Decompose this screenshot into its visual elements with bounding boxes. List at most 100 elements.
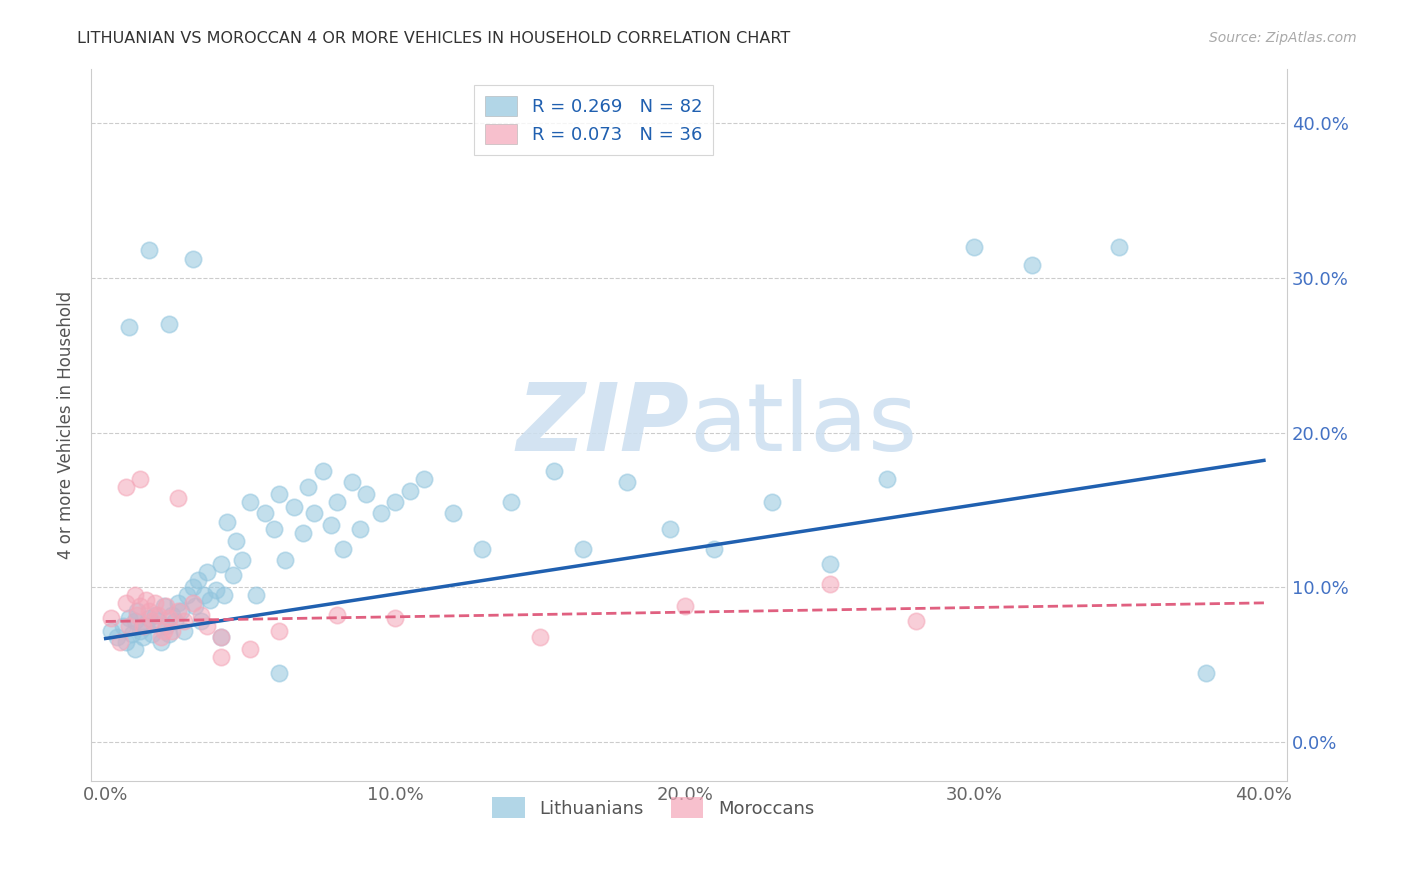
Point <box>108 634 131 648</box>
Point <box>195 619 218 633</box>
Point <box>100 611 122 625</box>
Legend: Lithuanians, Moroccans: Lithuanians, Moroccans <box>485 790 821 825</box>
Point <box>157 317 180 331</box>
Point <box>157 627 180 641</box>
Point <box>165 615 187 629</box>
Point <box>173 615 195 629</box>
Point <box>253 506 276 520</box>
Point <box>193 588 215 602</box>
Point <box>195 565 218 579</box>
Point <box>135 619 157 633</box>
Point <box>441 506 464 520</box>
Point <box>124 642 146 657</box>
Point <box>190 608 212 623</box>
Point <box>167 604 190 618</box>
Point <box>138 611 160 625</box>
Point <box>129 624 152 638</box>
Point <box>269 624 291 638</box>
Point <box>1021 258 1043 272</box>
Point <box>157 611 180 625</box>
Point <box>326 495 349 509</box>
Point <box>190 615 212 629</box>
Point <box>170 604 193 618</box>
Point <box>149 634 172 648</box>
Point <box>138 604 160 618</box>
Point <box>703 541 725 556</box>
Point <box>245 588 267 602</box>
Point <box>118 619 141 633</box>
Point <box>176 588 198 602</box>
Point <box>143 608 166 623</box>
Point <box>818 577 841 591</box>
Point <box>127 608 149 623</box>
Point <box>214 588 236 602</box>
Point <box>384 495 406 509</box>
Point <box>155 599 177 613</box>
Point <box>340 475 363 489</box>
Point <box>184 599 207 613</box>
Point <box>332 541 354 556</box>
Point <box>616 475 638 489</box>
Point <box>761 495 783 509</box>
Point <box>876 472 898 486</box>
Point <box>211 630 233 644</box>
Point <box>160 608 183 623</box>
Point <box>321 518 343 533</box>
Point <box>115 480 138 494</box>
Point <box>1108 240 1130 254</box>
Point <box>155 619 177 633</box>
Point <box>143 596 166 610</box>
Point <box>283 500 305 514</box>
Point <box>312 464 335 478</box>
Point <box>105 630 128 644</box>
Point <box>572 541 595 556</box>
Point <box>100 624 122 638</box>
Point <box>121 627 143 641</box>
Text: ZIP: ZIP <box>516 379 689 471</box>
Point <box>152 624 174 638</box>
Point <box>211 630 233 644</box>
Point <box>141 615 163 629</box>
Point <box>115 634 138 648</box>
Point <box>222 568 245 582</box>
Point <box>111 619 134 633</box>
Point <box>181 596 204 610</box>
Point <box>499 495 522 509</box>
Point <box>129 599 152 613</box>
Point <box>269 487 291 501</box>
Point <box>173 624 195 638</box>
Point <box>818 557 841 571</box>
Point <box>204 583 226 598</box>
Point <box>160 624 183 638</box>
Point <box>398 484 420 499</box>
Point <box>124 615 146 629</box>
Point <box>124 588 146 602</box>
Point <box>217 516 239 530</box>
Point <box>302 506 325 520</box>
Point <box>263 522 285 536</box>
Point <box>291 526 314 541</box>
Point <box>181 252 204 266</box>
Point <box>118 320 141 334</box>
Point <box>384 611 406 625</box>
Point <box>167 596 190 610</box>
Point <box>118 611 141 625</box>
Point <box>231 552 253 566</box>
Point <box>1195 665 1218 680</box>
Point <box>905 615 928 629</box>
Point <box>659 522 682 536</box>
Point <box>225 533 247 548</box>
Point <box>413 472 436 486</box>
Point <box>149 630 172 644</box>
Point <box>132 630 155 644</box>
Point <box>471 541 494 556</box>
Point <box>135 592 157 607</box>
Point <box>963 240 986 254</box>
Point <box>141 627 163 641</box>
Point <box>138 243 160 257</box>
Text: LITHUANIAN VS MOROCCAN 4 OR MORE VEHICLES IN HOUSEHOLD CORRELATION CHART: LITHUANIAN VS MOROCCAN 4 OR MORE VEHICLE… <box>77 31 790 46</box>
Point <box>529 630 551 644</box>
Point <box>326 608 349 623</box>
Point <box>127 604 149 618</box>
Point <box>211 557 233 571</box>
